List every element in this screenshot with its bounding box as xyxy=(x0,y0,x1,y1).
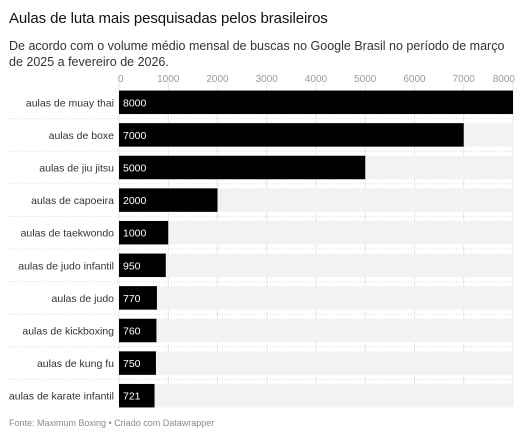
x-tick-label: 4000 xyxy=(305,74,328,85)
value-label: 950 xyxy=(123,260,141,272)
bar xyxy=(119,351,156,375)
chart-subtitle: De acordo com o volume médio mensal de b… xyxy=(9,39,505,69)
category-label: aulas de judo infantil xyxy=(18,260,114,272)
category-label: aulas de capoeira xyxy=(31,195,114,207)
chart-title: Aulas de luta mais pesquisadas pelos bra… xyxy=(9,10,328,27)
x-tick-label: 8000 xyxy=(493,74,516,85)
bar xyxy=(119,123,464,147)
bar-track xyxy=(119,383,513,408)
value-label: 8000 xyxy=(123,97,147,109)
bar xyxy=(119,90,513,115)
category-label: aulas de karate infantil xyxy=(9,391,114,403)
bar xyxy=(119,188,218,212)
bar-track xyxy=(119,318,513,343)
bar xyxy=(119,318,157,343)
category-label: aulas de boxe xyxy=(49,130,115,142)
value-label: 770 xyxy=(123,293,141,305)
value-label: 5000 xyxy=(123,163,147,175)
category-label: aulas de jiu jitsu xyxy=(39,163,114,175)
bar xyxy=(119,286,157,310)
bar xyxy=(119,383,155,408)
value-label: 760 xyxy=(123,326,141,338)
x-tick-label: 3000 xyxy=(256,74,279,85)
bar xyxy=(119,253,166,278)
chart-footer: Fonte: Maximum Boxing • Criado com Dataw… xyxy=(9,418,215,428)
x-tick-label: 5000 xyxy=(354,74,377,85)
value-label: 721 xyxy=(123,391,141,403)
bar-track xyxy=(119,253,513,278)
bar-track xyxy=(119,286,513,310)
x-tick-label: 7000 xyxy=(453,74,476,85)
x-tick-label: 0 xyxy=(118,74,124,85)
value-label: 2000 xyxy=(123,195,147,207)
category-label: aulas de judo xyxy=(52,293,115,305)
category-label: aulas de kung fu xyxy=(37,358,114,370)
value-label: 7000 xyxy=(123,130,147,142)
category-label: aulas de taekwondo xyxy=(21,228,115,240)
bar xyxy=(119,220,169,245)
category-label: aulas de kickboxing xyxy=(22,326,114,338)
value-label: 1000 xyxy=(123,228,147,240)
x-tick-label: 6000 xyxy=(403,74,426,85)
bar-track xyxy=(119,351,513,375)
x-tick-label: 1000 xyxy=(157,74,180,85)
value-label: 750 xyxy=(123,358,141,370)
bar xyxy=(119,155,366,180)
bar-track xyxy=(119,220,513,245)
category-label: aulas de muay thai xyxy=(26,97,114,109)
x-tick-label: 2000 xyxy=(206,74,229,85)
